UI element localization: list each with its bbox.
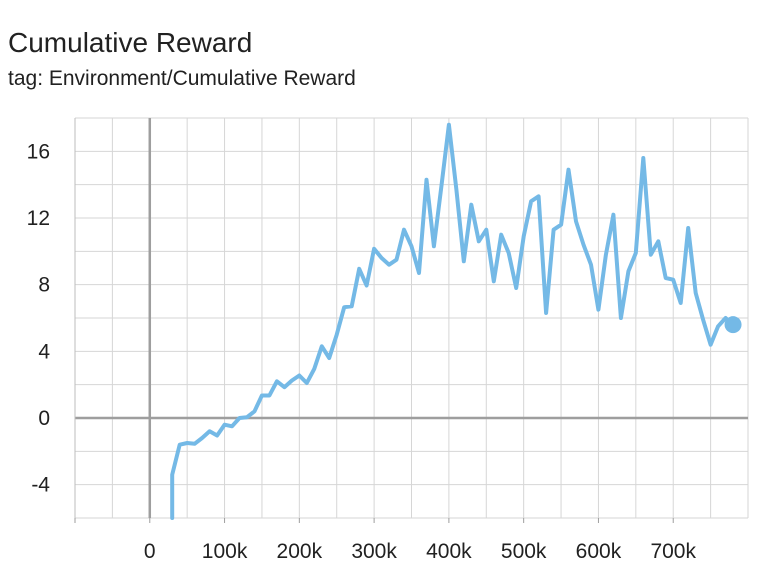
y-tick-label: 12 — [27, 207, 50, 230]
last-point-marker[interactable] — [724, 316, 742, 334]
x-tick-label: 200k — [277, 540, 323, 563]
axes — [74, 118, 748, 523]
x-tick-label: 500k — [501, 540, 547, 563]
chart-title: Cumulative Reward — [8, 27, 253, 58]
x-tick-label: 0 — [144, 540, 156, 563]
series-line — [170, 122, 735, 520]
series-group — [170, 122, 742, 520]
y-tick-label: 8 — [38, 274, 50, 297]
tick-labels: -4 0 4 8 12 16 0 100k 200k 300k 400k 500k 600k 700k — [27, 140, 697, 563]
y-tick-label: 16 — [27, 140, 50, 163]
y-tick-label: -4 — [31, 474, 50, 497]
y-tick-label: 0 — [38, 407, 50, 430]
y-tick-label: 4 — [38, 340, 50, 363]
x-tick-label: 400k — [426, 540, 472, 563]
x-tick-label: 700k — [650, 540, 696, 563]
x-tick-label: 100k — [202, 540, 248, 563]
x-tick-label: 600k — [576, 540, 622, 563]
chart-subtitle: tag: Environment/Cumulative Reward — [8, 67, 356, 90]
x-tick-label: 300k — [351, 540, 397, 563]
